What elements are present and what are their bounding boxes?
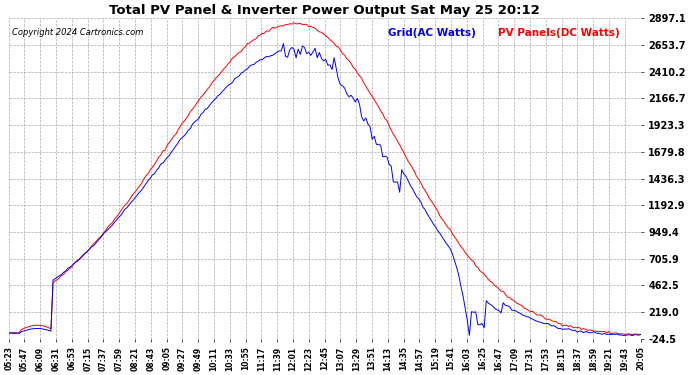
Text: Copyright 2024 Cartronics.com: Copyright 2024 Cartronics.com [12,28,144,37]
Text: Grid(AC Watts): Grid(AC Watts) [388,28,475,38]
Text: PV Panels(DC Watts): PV Panels(DC Watts) [498,28,620,38]
Title: Total PV Panel & Inverter Power Output Sat May 25 20:12: Total PV Panel & Inverter Power Output S… [109,4,540,17]
